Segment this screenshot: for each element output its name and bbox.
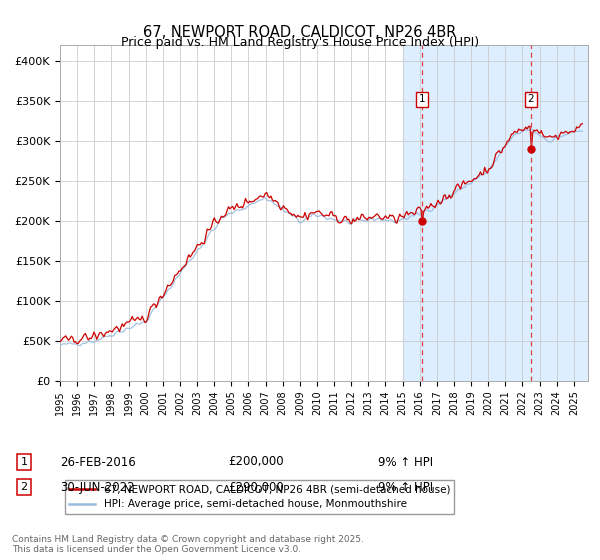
Text: 1: 1 [419, 94, 425, 104]
Text: 9% ↑ HPI: 9% ↑ HPI [378, 480, 433, 494]
Text: 9% ↑ HPI: 9% ↑ HPI [378, 455, 433, 469]
Text: £200,000: £200,000 [228, 455, 284, 469]
Text: 67, NEWPORT ROAD, CALDICOT, NP26 4BR: 67, NEWPORT ROAD, CALDICOT, NP26 4BR [143, 25, 457, 40]
Text: 30-JUN-2022: 30-JUN-2022 [60, 480, 134, 494]
Text: 1: 1 [20, 457, 28, 467]
Bar [403, 45, 588, 381]
Legend: 67, NEWPORT ROAD, CALDICOT, NP26 4BR (semi-detached house), HPI: Average price, : 67, NEWPORT ROAD, CALDICOT, NP26 4BR (se… [65, 480, 454, 514]
Text: 2: 2 [527, 94, 534, 104]
Text: 26-FEB-2016: 26-FEB-2016 [60, 455, 136, 469]
Text: £290,000: £290,000 [228, 480, 284, 494]
Text: 2: 2 [20, 482, 28, 492]
Text: Price paid vs. HM Land Registry's House Price Index (HPI): Price paid vs. HM Land Registry's House … [121, 36, 479, 49]
Text: Contains HM Land Registry data © Crown copyright and database right 2025.
This d: Contains HM Land Registry data © Crown c… [12, 535, 364, 554]
